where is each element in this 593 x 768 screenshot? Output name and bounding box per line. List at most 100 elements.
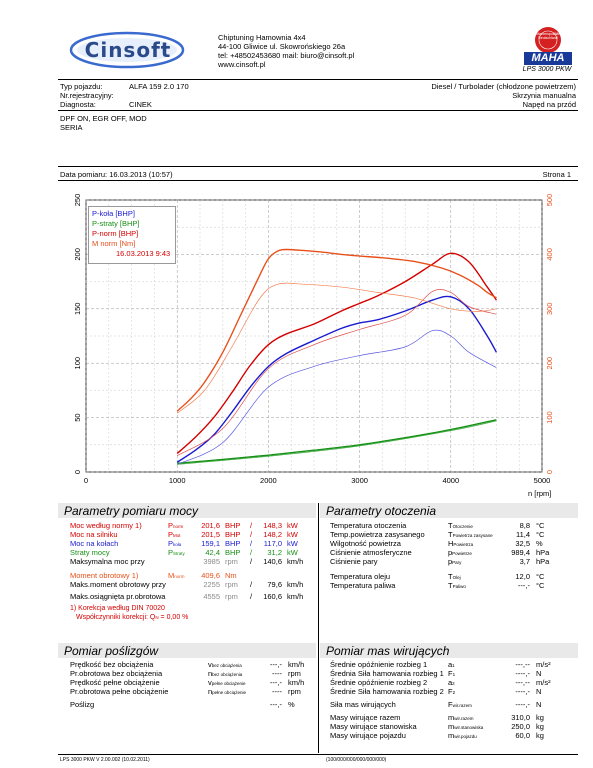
row-value: ---,-- <box>515 678 530 687</box>
reference-series-line-5 <box>177 289 497 456</box>
symbol: TPowietrza zasysane <box>448 530 493 539</box>
slip-unit: % <box>288 700 295 709</box>
torque-value: 409,6 <box>201 571 220 580</box>
row-label: Średnie Siła hamowania rozbieg 2 <box>330 687 444 696</box>
series-line-2 <box>176 252 497 455</box>
maha-logo: Markenqualität Deutschland MAHA LPS 3000… <box>520 26 576 74</box>
measure-sep: / <box>250 548 253 557</box>
symbol: TOlej <box>448 572 461 581</box>
measure-label: Maksymalna moc przy <box>70 557 145 566</box>
symbol: Pnorm <box>168 521 184 530</box>
measure-sep: / <box>250 539 253 548</box>
company-address: 44-100 Gliwice ul. Skowrońskiego 26a <box>218 42 346 51</box>
measure-label: Moc na kołach <box>70 539 119 548</box>
symbol: HPowietrza <box>448 539 474 548</box>
notes-line-1: DPF ON, EGR OFF, MOD <box>60 114 147 123</box>
measurement-date: Data pomiaru: 16.03.2013 (10:57) <box>60 170 173 179</box>
row-unit: m/s² <box>536 660 551 669</box>
x-tick-label: 5000 <box>534 476 551 485</box>
measure-unit-1: BHP <box>225 521 241 530</box>
slip-row-value: ---- <box>272 687 282 696</box>
row-unit: hPa <box>536 548 550 557</box>
measure-value-2: 117,0 <box>263 539 282 548</box>
row-label: Średnia Siła hamowania rozbieg 1 <box>330 669 444 678</box>
y-left-tick-label: 0 <box>73 470 82 474</box>
legend-item-m-norm: M norm [Nm] <box>92 239 136 248</box>
row-value: 12,0 <box>515 572 530 581</box>
measure-unit-1: BHP <box>225 530 241 539</box>
torque-label: Moment obrotowy 1) <box>70 571 139 580</box>
ambient-title: Parametry otoczenia <box>326 504 437 518</box>
symbol: npełne obciążenie <box>208 687 246 696</box>
row-unit: kg <box>536 713 544 722</box>
vehicle-type-label: Typ pojazdu: <box>60 82 103 91</box>
row-label: Masy wirujące razem <box>330 713 401 722</box>
vehicle-reg-label: Nr.rejestracyjny: <box>60 91 114 100</box>
inertia-table: Średnie opóźnienie rozbieg 1 a1 ---,-- m/s²… <box>330 661 580 751</box>
slip-row-label: Pr.obrotowa bez obciążenia <box>70 669 163 678</box>
measure-unit-2: kW <box>287 521 298 530</box>
maha-badge-text: Markenqualität Deutschland <box>536 32 560 40</box>
y-right-tick-label: 200 <box>545 357 554 370</box>
symbol: pPary <box>448 557 462 566</box>
slip-row-unit: km/h <box>288 678 305 687</box>
measure-label: Moc na silniku <box>70 530 118 539</box>
symbol: vpełne obciążenie <box>208 678 246 687</box>
series-line-1 <box>177 419 497 464</box>
symbol: Pkoła <box>168 539 182 548</box>
symbol: F2 <box>448 687 456 696</box>
legend-item-p-straty: P-straty [BHP] <box>92 219 140 228</box>
y-left-tick-label: 100 <box>73 357 82 370</box>
reference-series-line-6 <box>176 282 497 414</box>
notes-line-2: SERIA <box>60 123 83 132</box>
torque-row-value-2: 79,6 <box>267 580 282 589</box>
measure-value-1: 201,5 <box>201 530 220 539</box>
slip-label: Poślizg <box>70 700 95 709</box>
symbol: mwir.stanowiska <box>448 722 484 731</box>
row-value: 989,4 <box>511 548 530 557</box>
slip-row-unit: rpm <box>288 687 301 696</box>
slip-row-value: ---,- <box>269 678 282 687</box>
y-left-tick-label: 50 <box>73 413 82 421</box>
row-value: ----,- <box>515 687 530 696</box>
row-label: Temperatura otoczenia <box>330 521 407 530</box>
y-right-tick-label: 0 <box>545 470 554 474</box>
symbol: nbez obciążenia <box>208 669 243 678</box>
symbol: PStraty <box>168 548 185 557</box>
symbol: Mnorm <box>168 571 185 580</box>
slip-row-label: Prędkość pełne obciążenie <box>70 678 160 687</box>
row-unit: kg <box>536 722 544 731</box>
drive-type: Napęd na przód <box>522 100 576 109</box>
measure-unit-2: kW <box>287 530 298 539</box>
diagnostician-label: Diagnosta: <box>60 100 96 109</box>
company-website[interactable]: www.cinsoft.pl <box>218 60 266 69</box>
row-value: ---,- <box>517 581 530 590</box>
symbol: mwir.razem <box>448 713 474 722</box>
slip-title: Pomiar poślizgów <box>64 644 159 658</box>
measure-sep: / <box>250 521 253 530</box>
row-value: 32,5 <box>515 539 530 548</box>
symbol: a1 <box>448 660 455 669</box>
row-value: 60,0 <box>515 731 530 740</box>
row-unit: % <box>536 539 543 548</box>
measure-params-table: Moc według normy 1) Pnorm 201,6 BHP / 148,3 kW… <box>70 522 320 642</box>
row-label: Siła mas wirujących <box>330 700 396 709</box>
torque-row-label: Maks.osiągnięta pr.obrotowa <box>70 592 166 601</box>
footer-code: (100/000/000/000/000/000) <box>326 757 387 763</box>
maha-logo-text: MAHA <box>531 52 565 64</box>
slip-table: Prędkość bez obciążenia vbez obciążenia --… <box>70 661 320 751</box>
symbol: Fwir.razem <box>448 700 472 709</box>
row-label: Średnie opóźnienie rozbieg 2 <box>330 678 428 687</box>
row-unit: °C <box>536 530 545 539</box>
torque-unit: Nm <box>225 571 237 580</box>
torque-row-unit-2: km/h <box>287 592 304 601</box>
x-tick-label: 2000 <box>260 476 277 485</box>
chart-legend: P-koła [BHP] P-straty [BHP] P-norm [BHP]… <box>88 206 176 264</box>
ambient-table: Temperatura otoczenia TOtoczenie 8,8 °C Temp… <box>330 522 580 642</box>
measure-value-1: 42,4 <box>205 548 220 557</box>
x-tick-label: 1000 <box>169 476 186 485</box>
torque-row-unit-1: rpm <box>225 592 238 601</box>
torque-row-label: Maks.moment obrotowy przy <box>70 580 166 589</box>
footer-version: LPS 3000 PKW V 2.00.002 (10.02.2011) <box>60 757 150 763</box>
y-right-tick-label: 500 <box>545 194 554 207</box>
